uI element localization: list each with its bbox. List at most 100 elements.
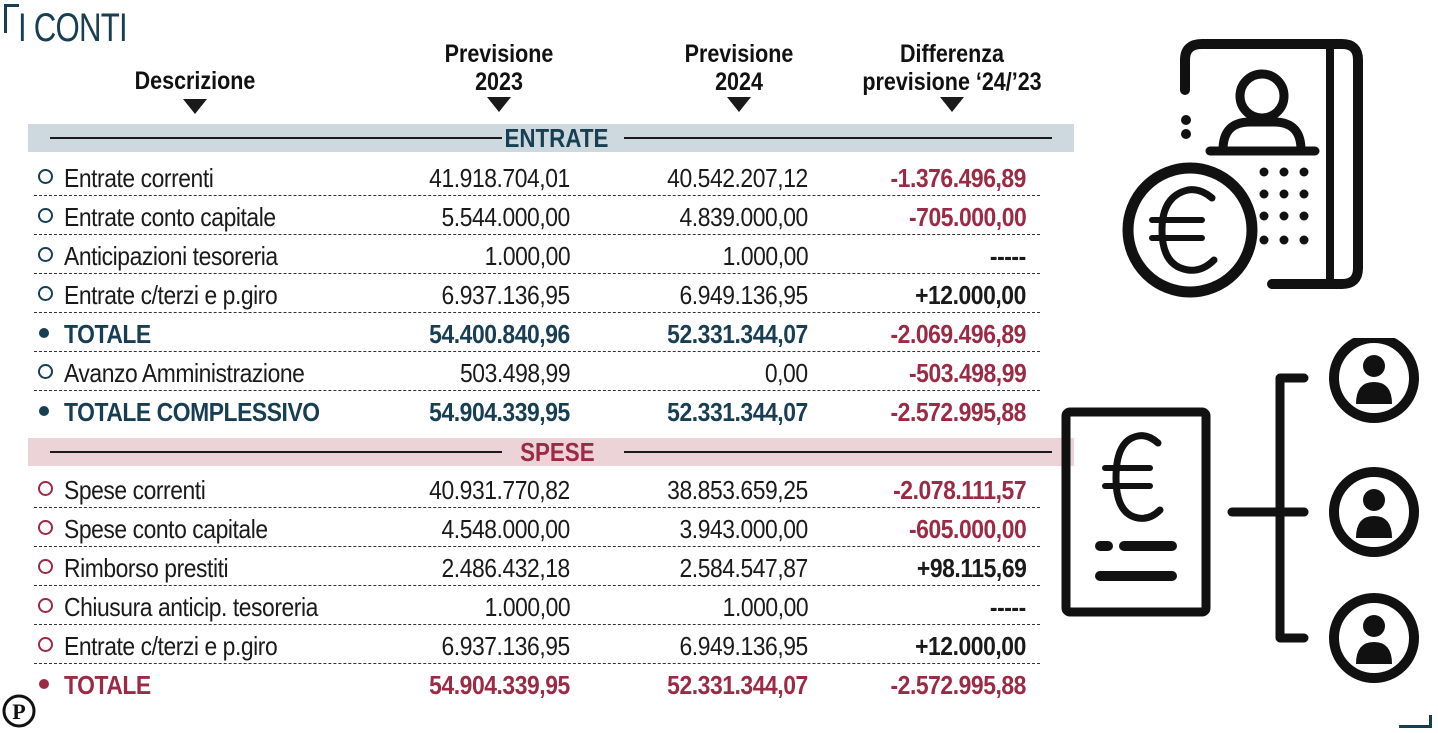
circle-bullet-icon (38, 559, 53, 574)
row-divider (34, 585, 1040, 586)
value-previsione-2024: 38.853.659,25 (667, 475, 808, 505)
row-description: Entrate conto capitale (64, 202, 276, 232)
band-rule (624, 137, 1052, 139)
value-previsione-2024: 0,00 (765, 358, 808, 388)
value-previsione-2024: 1.000,00 (722, 592, 808, 622)
band-rule (50, 451, 502, 453)
page-title: I CONTI (18, 6, 128, 50)
column-header-previsione-2023: Previsione 2023 (412, 40, 586, 112)
value-previsione-2023: 54.904.339,95 (429, 397, 570, 427)
filled-bullet-icon (39, 328, 49, 338)
column-header-previsione-2024: Previsione 2024 (652, 40, 826, 112)
table-row: Entrate correnti 41.918.704,01 40.542.207,… (34, 158, 1040, 196)
row-description: TOTALE (64, 670, 151, 700)
value-differenza: +12.000,00 (915, 280, 1026, 310)
row-description: TOTALE COMPLESSIVO (64, 397, 320, 427)
circle-bullet-icon (38, 481, 53, 496)
circle-bullet-icon (38, 637, 53, 652)
row-description: Spese conto capitale (64, 514, 268, 544)
value-differenza: -2.078.111,57 (893, 475, 1026, 505)
row-description: Rimborso prestiti (64, 553, 229, 583)
row-description: Entrate c/terzi e p.giro (64, 631, 278, 661)
row-divider (34, 195, 1040, 196)
value-previsione-2024: 3.943.000,00 (679, 514, 809, 544)
value-previsione-2024: 52.331.344,07 (667, 397, 808, 427)
table-row: Spese conto capitale 4.548.000,00 3.943.00… (34, 509, 1040, 547)
row-divider (34, 546, 1040, 547)
band-rule (624, 451, 1052, 453)
value-previsione-2024: 40.542.207,12 (667, 163, 808, 193)
table-row: Entrate conto capitale 5.544.000,00 4.839.… (34, 197, 1040, 235)
value-differenza: -605.000,00 (908, 514, 1027, 544)
arrow-down-icon (183, 99, 207, 114)
total-row: TOTALE 54.400.840,96 52.331.344,07 -2.069.4… (34, 314, 1040, 352)
value-previsione-2023: 41.918.704,01 (429, 163, 570, 193)
circle-bullet-icon (38, 520, 53, 535)
value-previsione-2023: 1.000,00 (484, 592, 570, 622)
value-previsione-2023: 6.937.136,95 (441, 631, 571, 661)
value-previsione-2024: 4.839.000,00 (679, 202, 809, 232)
table-row: Anticipazioni tesoreria 1.000,00 1.000,00 -… (34, 236, 1040, 274)
arrow-down-icon (727, 97, 751, 112)
value-previsione-2024: 52.331.344,07 (667, 319, 808, 349)
row-divider (34, 312, 1040, 313)
circle-bullet-icon (38, 598, 53, 613)
corner-mark-bottom-right (1399, 715, 1432, 728)
filled-bullet-icon (39, 406, 49, 416)
value-differenza: +12.000,00 (915, 631, 1026, 661)
value-differenza: -1.376.496,89 (890, 163, 1027, 193)
id-card-euro-illustration (1122, 39, 1363, 298)
section-label-spese: SPESE (520, 437, 595, 467)
value-differenza: -705.000,00 (908, 202, 1027, 232)
publisher-logo: P (2, 694, 36, 728)
table-row: Rimborso prestiti 2.486.432,18 2.584.547,8… (34, 548, 1040, 586)
circle-bullet-icon (38, 169, 53, 184)
value-differenza: -503.498,99 (908, 358, 1027, 388)
value-previsione-2023: 2.486.432,18 (441, 553, 571, 583)
row-description: TOTALE (64, 319, 151, 349)
table-row: Entrate c/terzi e p.giro 6.937.136,95 6.94… (34, 275, 1040, 313)
value-previsione-2024: 6.949.136,95 (679, 280, 809, 310)
section-label-entrate: ENTRATE (504, 123, 609, 153)
table-row: Entrate c/terzi e p.giro 6.937.136,95 6.94… (34, 626, 1040, 664)
circle-bullet-icon (38, 364, 53, 379)
table-row: Avanzo Amministrazione 503.498,99 0,00 -503… (34, 353, 1040, 391)
row-divider (34, 351, 1040, 352)
section-band-spese: SPESE (28, 437, 1074, 467)
value-previsione-2024: 2.584.547,87 (679, 553, 809, 583)
row-divider (34, 273, 1040, 274)
value-differenza: -2.572.995,88 (890, 670, 1027, 700)
arrow-down-icon (487, 97, 511, 112)
euro-distribution-illustration (1061, 338, 1419, 683)
value-differenza: -2.069.496,89 (890, 319, 1027, 349)
value-differenza: -2.572.995,88 (890, 397, 1027, 427)
filled-bullet-icon (39, 679, 49, 689)
corner-mark-top-left (4, 4, 19, 33)
value-differenza: ----- (990, 241, 1026, 271)
row-description: Anticipazioni tesoreria (64, 241, 278, 271)
value-previsione-2023: 54.400.840,96 (429, 319, 570, 349)
column-header-descrizione: Descrizione (110, 67, 280, 114)
value-previsione-2024: 52.331.344,07 (667, 670, 808, 700)
circle-bullet-icon (38, 286, 53, 301)
value-previsione-2023: 54.904.339,95 (429, 670, 570, 700)
row-description: Entrate c/terzi e p.giro (64, 280, 278, 310)
value-previsione-2023: 5.544.000,00 (441, 202, 571, 232)
arrow-down-icon (940, 97, 964, 112)
value-previsione-2024: 6.949.136,95 (679, 631, 809, 661)
value-previsione-2023: 40.931.770,82 (429, 475, 570, 505)
total-row: TOTALE COMPLESSIVO 54.904.339,95 52.331.34… (34, 392, 1040, 430)
value-previsione-2023: 1.000,00 (484, 241, 570, 271)
table-row: Spese correnti 40.931.770,82 38.853.659,25… (34, 470, 1040, 508)
total-row: TOTALE 54.904.339,95 52.331.344,07 -2.572.9… (34, 665, 1040, 703)
band-rule (50, 137, 502, 139)
row-description: Avanzo Amministrazione (64, 358, 305, 388)
row-divider (34, 624, 1040, 625)
value-previsione-2023: 503.498,99 (459, 358, 571, 388)
row-divider (34, 390, 1040, 391)
value-differenza: +98.115,69 (916, 553, 1027, 583)
svg-text:P: P (12, 699, 25, 724)
value-differenza: ----- (990, 592, 1026, 622)
value-previsione-2023: 4.548.000,00 (441, 514, 571, 544)
row-description: Entrate correnti (64, 163, 214, 193)
